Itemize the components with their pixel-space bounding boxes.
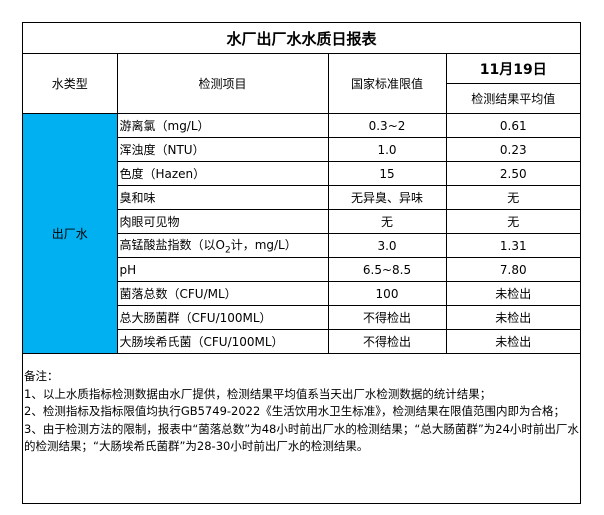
table-row: 出厂水 游离氯（mg/L） 0.3~2 0.61	[23, 113, 580, 354]
item-cell: 游离氯（mg/L）	[116, 113, 329, 138]
result-cell: 7.80	[445, 257, 580, 282]
item-cell: 色度（Hazen）	[117, 161, 329, 186]
item-cell: 肉眼可见物	[117, 209, 329, 234]
standard-cell: 6.5~8.5	[327, 257, 447, 282]
table-row: 总大肠菌群（CFU/100ML） 不得检出 未检出	[23, 305, 580, 330]
result-cell: 未检出	[445, 329, 580, 354]
report-table: 水厂出厂水水质日报表 水类型 检测项目 国家标准限值 11月19日 检测结果平均…	[22, 22, 581, 504]
standard-cell: 不得检出	[327, 329, 447, 354]
header-date: 11月19日	[445, 53, 580, 84]
standard-cell: 无异臭、异味	[327, 185, 447, 210]
table-row: pH 6.5~8.5 7.80	[23, 257, 580, 282]
standard-cell: 3.0	[327, 233, 447, 258]
item-subscript: 2	[224, 245, 231, 256]
item-text: 高锰酸盐指数（以O	[119, 237, 225, 252]
note-line: 3、由于检测方法的限制，报表中“菌落总数”为48小时前出厂水的检测结果；“总大肠…	[24, 421, 579, 454]
standard-cell: 0.3~2	[327, 113, 447, 138]
note-line: 2、检测指标及指标限值均执行GB5749-2022《生活饮用水卫生标准》，检测结…	[24, 404, 566, 418]
water-type-cell: 出厂水	[23, 113, 118, 354]
header-item: 检测项目	[116, 53, 329, 114]
result-cell: 无	[445, 209, 580, 234]
table-row: 肉眼可见物无无	[23, 209, 580, 234]
item-cell: 浑浊度（NTU）	[117, 137, 329, 162]
table-row: 浑浊度（NTU） 1.0 0.23	[23, 137, 580, 162]
item-cell: 菌落总数（CFU/ML）	[117, 281, 329, 306]
header-standard: 国家标准限值	[327, 53, 447, 114]
table-row: 大肠埃希氏菌（CFU/100ML） 不得检出 未检出	[23, 329, 580, 354]
result-cell: 1.31	[445, 233, 580, 258]
standard-cell: 无	[327, 209, 447, 234]
item-cell: pH	[117, 257, 329, 282]
table-row: 色度（Hazen） 15 2.50	[23, 161, 580, 186]
notes-label: 备注：	[24, 369, 59, 383]
standard-cell: 1.0	[327, 137, 447, 162]
notes: 备注： 1、以上水质指标检测数据由水厂提供，检测结果平均值系当天出厂水检测数据的…	[23, 353, 580, 502]
table-row: 菌落总数（CFU/ML） 100 未检出	[23, 281, 580, 306]
result-cell: 0.23	[445, 137, 580, 162]
item-cell: 大肠埃希氏菌（CFU/100ML）	[117, 329, 329, 354]
standard-cell: 15	[327, 161, 447, 186]
result-cell: 0.61	[445, 113, 580, 138]
standard-cell: 不得检出	[327, 305, 447, 330]
header-water-type: 水类型	[23, 53, 118, 114]
result-cell: 2.50	[445, 161, 580, 186]
result-cell: 未检出	[445, 305, 580, 330]
header-result: 检测结果平均值	[446, 83, 580, 114]
note-line: 1、以上水质指标检测数据由水厂提供，检测结果平均值系当天出厂水检测数据的统计结果…	[24, 386, 492, 401]
item-text: 计，mg/L）	[230, 237, 297, 252]
item-cell: 总大肠菌群（CFU/100ML）	[117, 305, 329, 330]
standard-cell: 100	[327, 281, 447, 306]
result-cell: 无	[445, 185, 580, 210]
item-cell: 高锰酸盐指数（以O2计，mg/L）	[117, 233, 329, 258]
report-title: 水厂出厂水水质日报表	[23, 23, 580, 54]
result-cell: 未检出	[445, 281, 580, 306]
item-cell: 臭和味	[117, 185, 329, 210]
